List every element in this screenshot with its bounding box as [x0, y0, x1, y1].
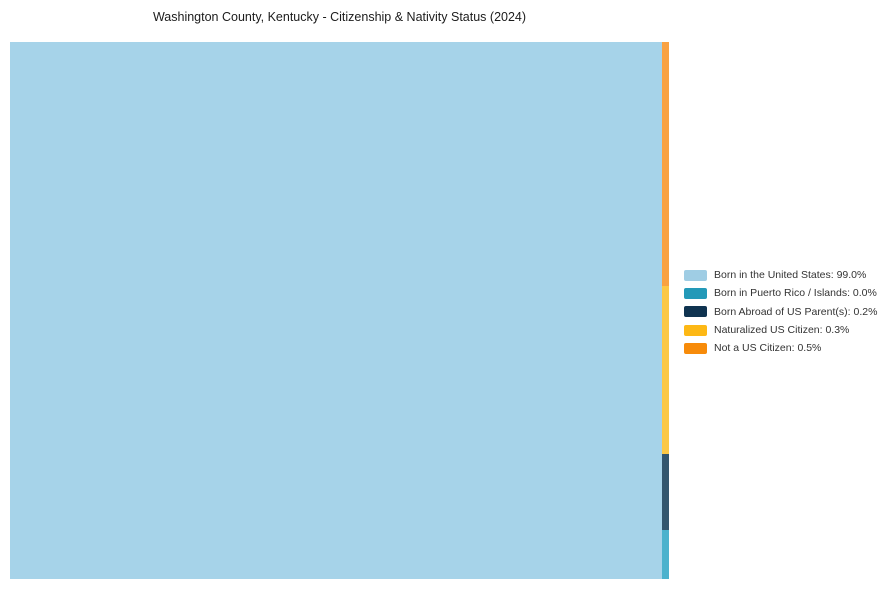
- legend-item: Born in the United States: 99.0%: [684, 266, 877, 284]
- legend-item: Born Abroad of US Parent(s): 0.2%: [684, 303, 877, 321]
- treemap-tile-born-in-puerto-rico-islands: [662, 530, 669, 579]
- legend-swatch-icon: [684, 342, 707, 354]
- treemap-tile-born-in-the-united-states: [10, 42, 662, 579]
- legend-item: Not a US Citizen: 0.5%: [684, 339, 877, 357]
- treemap-tile-not-a-us-citizen: [662, 42, 669, 286]
- legend-item: Born in Puerto Rico / Islands: 0.0%: [684, 284, 877, 302]
- legend-label: Born in Puerto Rico / Islands: 0.0%: [714, 287, 877, 300]
- legend-label: Born Abroad of US Parent(s): 0.2%: [714, 305, 878, 318]
- legend-swatch-icon: [684, 269, 707, 281]
- treemap-tile-born-abroad-of-us-parent-s: [662, 454, 669, 530]
- legend-swatch-icon: [684, 306, 707, 318]
- chart-title: Washington County, Kentucky - Citizenshi…: [152, 10, 527, 24]
- legend: Born in the United States: 99.0% Born in …: [684, 266, 877, 357]
- treemap-plot: [10, 42, 669, 579]
- legend-label: Not a US Citizen: 0.5%: [714, 342, 822, 355]
- legend-label: Naturalized US Citizen: 0.3%: [714, 324, 850, 337]
- legend-label: Born in the United States: 99.0%: [714, 269, 867, 282]
- legend-item: Naturalized US Citizen: 0.3%: [684, 321, 877, 339]
- treemap-tile-naturalized-us-citizen: [662, 286, 669, 454]
- legend-swatch-icon: [684, 324, 707, 336]
- legend-swatch-icon: [684, 287, 707, 299]
